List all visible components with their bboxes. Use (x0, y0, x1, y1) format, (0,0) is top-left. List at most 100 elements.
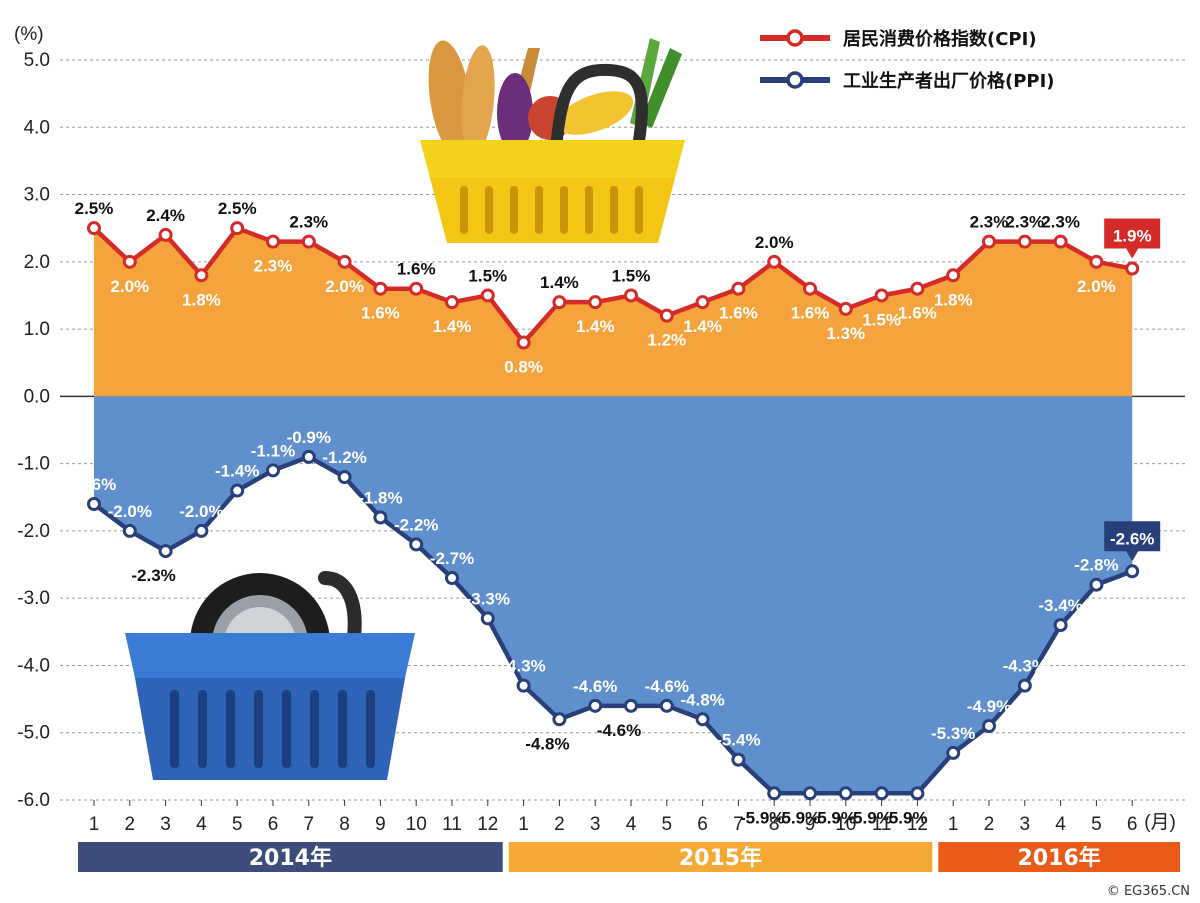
x-tick-label: 9 (805, 814, 816, 835)
data-point (767, 786, 782, 801)
data-label: -4.6% (597, 721, 641, 740)
data-point (588, 698, 603, 713)
data-labels: 2.5%2.0%2.4%1.8%2.5%2.3%2.3%2.0%1.6%1.6%… (72, 199, 1161, 827)
x-tick-label: 4 (1055, 814, 1066, 835)
data-label: -5.4% (716, 731, 760, 750)
data-label: 1.6% (898, 304, 937, 323)
data-point (266, 463, 280, 478)
data-point (624, 698, 638, 713)
data-label: 1.4% (576, 317, 615, 336)
x-tick-label: 3 (1020, 814, 1031, 835)
legend-label: 居民消费价格指数(CPI) (843, 28, 1037, 50)
data-point (731, 752, 746, 767)
data-label: -2.7% (430, 549, 474, 568)
x-tick-label: 11 (872, 814, 892, 835)
data-point (946, 745, 961, 760)
data-point (1125, 261, 1140, 276)
data-point (838, 301, 853, 316)
x-tick-label: 1 (518, 814, 529, 835)
data-point (1053, 234, 1068, 249)
x-tick-label: 8 (769, 814, 780, 835)
year-label: 2015年 (679, 845, 762, 871)
data-label: 2.0% (325, 277, 364, 296)
x-tick-label: 2 (125, 814, 136, 835)
x-tick-label: 7 (733, 814, 744, 835)
data-point (373, 281, 388, 296)
x-tick-label: 11 (442, 814, 462, 835)
data-point (1089, 254, 1104, 269)
data-point (1053, 618, 1068, 633)
x-tick-label: 2 (554, 814, 565, 835)
data-label: 1.5% (612, 266, 651, 285)
data-point (1125, 564, 1140, 579)
data-label: 1.6% (361, 304, 400, 323)
series-points (87, 221, 1140, 801)
data-label: -2.6% (1110, 529, 1154, 548)
data-label: 1.5% (468, 266, 507, 285)
data-point (266, 234, 280, 249)
data-label: 1.4% (433, 317, 472, 336)
data-label: -4.6% (573, 677, 617, 696)
data-point (122, 523, 137, 538)
y-tick-label: 1.0 (24, 319, 50, 340)
data-label: -1.4% (215, 462, 259, 481)
x-tick-label: 8 (339, 814, 350, 835)
x-tick-label: 1 (948, 814, 959, 835)
data-label: -5.9% (812, 808, 856, 827)
data-label: -5.9% (740, 808, 784, 827)
data-label: -5.3% (931, 724, 975, 743)
data-label: 1.9% (1113, 227, 1152, 246)
series-area-1 (94, 396, 1133, 794)
data-point (803, 786, 817, 801)
tire-basket-icon (125, 571, 415, 780)
y-tick-label: -4.0 (17, 655, 50, 676)
data-label: 2.3% (970, 213, 1009, 232)
data-point (445, 295, 459, 310)
data-label: -1.1% (251, 441, 295, 460)
x-tick-label: 3 (160, 814, 171, 835)
data-label: -4.3% (501, 657, 545, 676)
data-label: -2.0% (108, 502, 152, 521)
x-tick-label: 5 (662, 814, 673, 835)
y-axis-unit: (%) (14, 24, 44, 45)
data-label: 1.4% (683, 317, 722, 336)
data-point (480, 288, 495, 303)
data-point (445, 571, 459, 585)
data-label: 2.0% (1077, 277, 1116, 296)
x-tick-label: 10 (835, 814, 856, 835)
data-point (838, 786, 853, 801)
y-tick-label: 5.0 (24, 50, 50, 71)
data-point (803, 281, 817, 296)
legend-label: 工业生产者出厂价格(PPI) (843, 70, 1055, 92)
data-point (695, 295, 710, 310)
data-label: 2.3% (289, 213, 328, 232)
y-tick-label: 4.0 (24, 117, 50, 138)
x-tick-label: 12 (477, 814, 498, 835)
data-label: 2.3% (254, 257, 293, 276)
data-label: -4.9% (967, 697, 1011, 716)
data-label: -4.8% (525, 734, 569, 753)
y-tick-label: -2.0 (17, 521, 50, 542)
y-tick-label: 3.0 (24, 185, 50, 206)
data-label: -1.8% (358, 488, 402, 507)
callout-bubble (1104, 521, 1161, 562)
data-label: 1.3% (826, 324, 865, 343)
x-axis: 1 2 3 4 5 6 7 8 9 10 11 12 1 2 3 4 5 6 7 8 9 10 11 12 1 2 3 4 5 6 (月) (89, 800, 1176, 835)
data-point (122, 254, 137, 269)
credit-text: © EG365.CN (1106, 884, 1190, 899)
x-tick-label: 9 (375, 814, 386, 835)
x-tick-label: 4 (196, 814, 207, 835)
data-point (409, 281, 424, 296)
callout-bubble (1104, 218, 1161, 259)
data-label: -5.9% (847, 808, 891, 827)
year-bar: 2014年 2015年 2016年 (78, 842, 1180, 872)
x-tick-label: 3 (590, 814, 601, 835)
data-point (588, 295, 603, 310)
data-label: 1.8% (182, 290, 221, 309)
y-tick-label: -3.0 (17, 588, 50, 609)
x-tick-label: 6 (268, 814, 279, 835)
data-point (659, 698, 674, 713)
data-label: -2.8% (1074, 556, 1118, 575)
y-tick-label: -5.0 (17, 723, 50, 744)
data-label: 2.5% (218, 199, 257, 218)
